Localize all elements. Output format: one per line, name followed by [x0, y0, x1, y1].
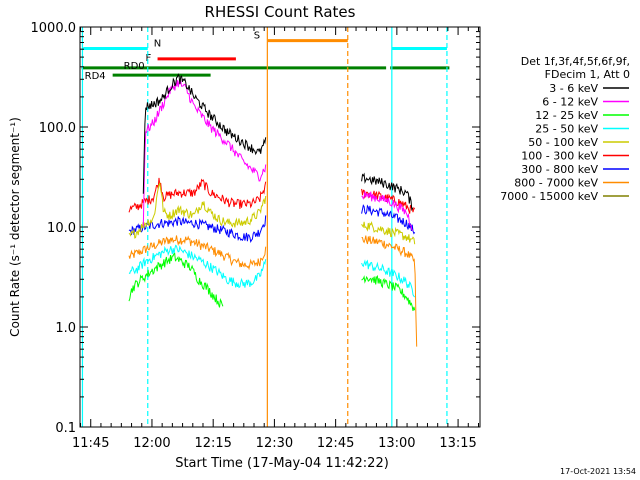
- state-label-s: S: [254, 31, 260, 42]
- state-label-rd0: RD0: [124, 61, 145, 72]
- series-line-300-800-kev: [128, 215, 267, 244]
- chart-title: RHESSI Count Rates: [205, 3, 356, 21]
- x-tick-label: 13:15: [439, 436, 476, 451]
- legend-header-line-1: Det 1f,3f,4f,5f,6f,9f,: [521, 55, 630, 68]
- count-rate-curves: [128, 73, 418, 347]
- series-line-50-100-kev: [128, 181, 267, 239]
- state-label-f: F: [146, 53, 152, 64]
- series-line-300-800-kev: [361, 204, 416, 235]
- x-tick-label: 12:30: [256, 436, 293, 451]
- series-line-50-100-kev: [361, 220, 416, 245]
- y-tick-label: 1.0: [55, 321, 76, 336]
- series-line-25-50-kev: [361, 259, 416, 298]
- y-tick-label: 1000.0: [31, 21, 77, 36]
- y-axis-ticks: 0.1 1.0 10.0 100.0 1000.0: [31, 21, 480, 436]
- x-tick-label: 12:15: [194, 436, 231, 451]
- event-marker-lines: [81, 27, 448, 427]
- x-axis-ticks: 11:45 12:00 12:15 12:30 12:45 13:00 13:15: [72, 27, 479, 451]
- series-line-3-6-kev: [142, 73, 267, 194]
- legend-label: 12 - 25 keV: [535, 109, 598, 122]
- y-tick-label: 10.0: [47, 221, 76, 236]
- legend-label: 800 - 7000 keV: [514, 177, 598, 190]
- generation-timestamp: 17-Oct-2021 13:54: [560, 467, 636, 476]
- y-axis-label: Count Rate (s⁻¹ detector segment⁻¹): [8, 117, 22, 337]
- x-tick-label: 12:00: [133, 436, 170, 451]
- series-line-800-7000-kev: [361, 235, 418, 347]
- series-line-12-25-kev: [128, 252, 224, 308]
- legend-label: 25 - 50 keV: [535, 123, 598, 136]
- legend-header-line-2: FDecim 1, Att 0: [545, 68, 630, 81]
- x-tick-label: 11:45: [72, 436, 109, 451]
- legend-label: 300 - 800 keV: [521, 163, 598, 176]
- series-line-3-6-kev: [361, 172, 414, 212]
- x-tick-label: 13:00: [378, 436, 415, 451]
- y-tick-label: 0.1: [55, 421, 76, 436]
- series-line-12-25-kev: [361, 275, 416, 312]
- state-label-n: N: [154, 38, 161, 49]
- legend-label: 100 - 300 keV: [521, 150, 598, 163]
- legend-label: 7000 - 15000 keV: [500, 190, 598, 203]
- legend-label: 3 - 6 keV: [549, 82, 598, 95]
- series-line-800-7000-kev: [128, 235, 267, 271]
- x-axis-label: Start Time (17-May-04 11:42:22): [175, 456, 389, 471]
- series-line-25-50-kev: [128, 244, 267, 289]
- legend-label: 6 - 12 keV: [542, 96, 598, 109]
- series-line-6-12-kev: [142, 79, 267, 227]
- series-line-6-12-kev: [361, 191, 414, 231]
- series-line-100-300-kev: [128, 177, 267, 213]
- y-tick-label: 100.0: [39, 121, 76, 136]
- legend-label: 50 - 100 keV: [528, 136, 598, 149]
- x-tick-label: 12:45: [317, 436, 354, 451]
- state-label-rd4: RD4: [85, 71, 106, 82]
